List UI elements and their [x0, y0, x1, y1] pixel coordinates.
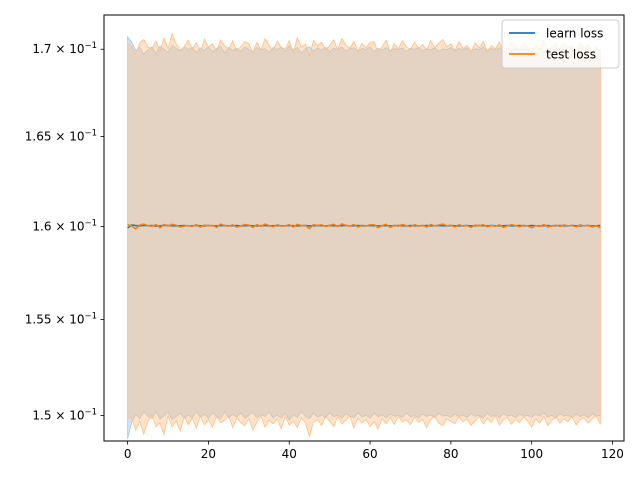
- line-test-loss: [127, 223, 601, 230]
- confidence-bands: [127, 32, 601, 439]
- y-tick-label: 1.5 × 10−1: [32, 408, 97, 423]
- legend-box: [501, 19, 620, 69]
- x-tick-label: 100: [520, 447, 543, 461]
- axes-frame: [103, 14, 625, 442]
- legend-label: learn loss: [546, 27, 603, 41]
- y-axis: 1.5 × 10−1 1.55 × 10−1 1.6 × 10−1 1.65 × 10…: [25, 41, 104, 423]
- x-tick-label: 80: [443, 447, 458, 461]
- y-tick-label: 1.65 × 10−1: [25, 129, 97, 144]
- band-test-loss: [127, 32, 601, 438]
- legend: learn loss test loss: [501, 19, 620, 69]
- y-tick-label: 1.55 × 10−1: [25, 312, 97, 327]
- x-tick-label: 20: [201, 447, 216, 461]
- x-tick-label: 40: [282, 447, 297, 461]
- series-lines: [127, 223, 601, 230]
- y-tick-label: 1.6 × 10−1: [32, 219, 97, 234]
- y-tick-label: 1.7 × 10−1: [32, 41, 97, 56]
- x-tick-label: 60: [362, 447, 377, 461]
- x-axis: 0 20 40 60 80 100 120: [124, 441, 624, 461]
- plot-area: [127, 32, 601, 439]
- legend-label: test loss: [546, 48, 596, 62]
- x-tick-label: 120: [601, 447, 624, 461]
- x-tick-label: 0: [124, 447, 132, 461]
